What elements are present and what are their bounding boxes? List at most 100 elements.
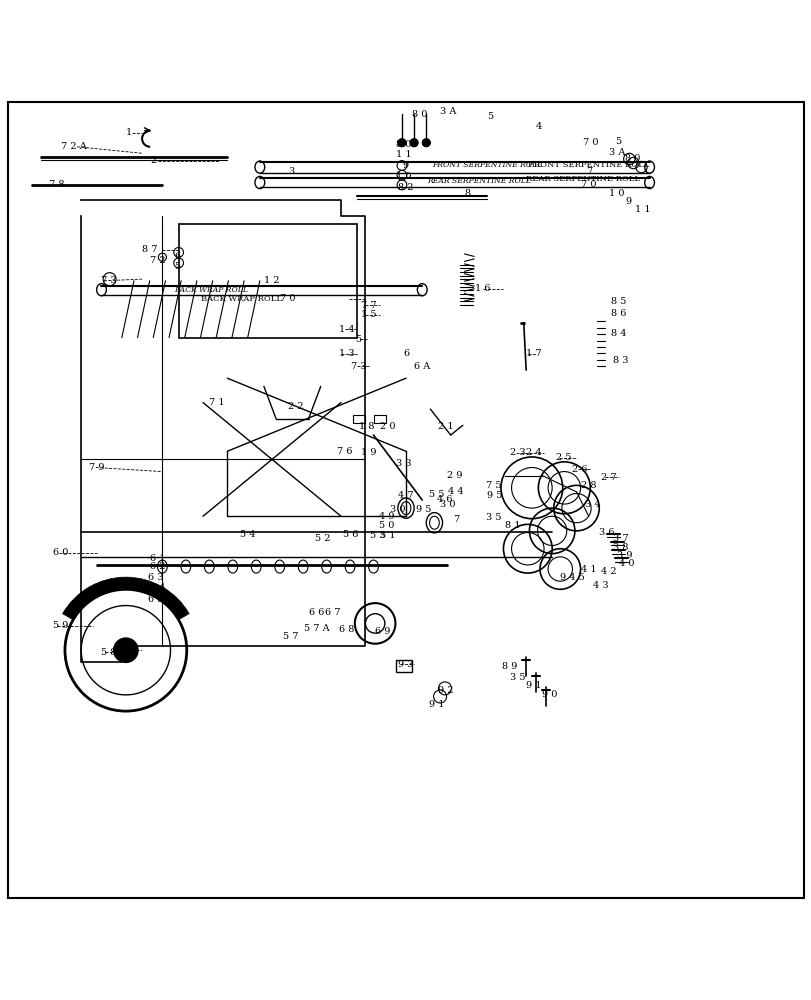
Text: 5 2: 5 2: [315, 534, 330, 543]
Text: 2 8: 2 8: [580, 481, 595, 490]
Text: 5 4: 5 4: [239, 530, 255, 539]
Text: 8 7: 8 7: [142, 245, 157, 254]
Text: 4 0: 4 0: [618, 559, 633, 568]
Text: 7 0: 7 0: [280, 294, 295, 303]
Text: 9: 9: [624, 197, 631, 206]
Text: 7 7: 7 7: [361, 301, 376, 310]
Text: 6 4: 6 4: [150, 583, 165, 592]
Text: 1 2: 1 2: [264, 276, 279, 285]
Text: 2 2: 2 2: [288, 402, 303, 411]
Text: 1 1: 1 1: [634, 205, 650, 214]
Text: FRONT SERPENTINE ROLL: FRONT SERPENTINE ROLL: [527, 161, 649, 169]
Text: 5: 5: [355, 335, 362, 344]
Text: 2 3: 2 3: [509, 448, 525, 457]
Text: 2 5: 2 5: [556, 453, 571, 462]
Text: 4 6: 4 6: [436, 495, 452, 504]
Text: REAR SERPENTINE ROLL: REAR SERPENTINE ROLL: [526, 175, 640, 183]
Text: 6 8: 6 8: [339, 625, 354, 634]
Text: 8 2: 8 2: [397, 183, 413, 192]
Text: REAR SERPENTINE ROLL: REAR SERPENTINE ROLL: [427, 177, 530, 185]
Text: 6 7: 6 7: [324, 608, 340, 617]
Text: 1 0: 1 0: [396, 172, 411, 181]
Text: 3 0: 3 0: [440, 500, 455, 509]
Text: 8 1: 8 1: [504, 521, 520, 530]
Text: 2 6: 2 6: [572, 465, 587, 474]
Text: FRONT SERPENTINE ROLL: FRONT SERPENTINE ROLL: [431, 161, 542, 169]
Text: 6 6: 6 6: [308, 608, 324, 617]
Text: 9 5: 9 5: [415, 505, 431, 514]
Text: 7 8: 7 8: [49, 180, 64, 189]
Text: 6: 6: [403, 349, 410, 358]
Bar: [373, 415, 385, 423]
Text: 7 3: 7 3: [350, 362, 366, 371]
Text: 8 4: 8 4: [610, 329, 625, 338]
Text: 3 7: 3 7: [612, 534, 628, 543]
Text: 4 3: 4 3: [592, 581, 607, 590]
Text: 1 8: 1 8: [358, 422, 374, 431]
Text: 5 1: 5 1: [380, 531, 395, 540]
Text: 1: 1: [126, 128, 132, 137]
Text: 8 9: 8 9: [501, 662, 517, 671]
Text: 7: 7: [453, 515, 459, 524]
Text: 5: 5: [174, 262, 181, 271]
Text: 1 5: 1 5: [361, 310, 376, 319]
Text: 7 0: 7 0: [582, 138, 598, 147]
Text: 2: 2: [150, 156, 157, 165]
Circle shape: [410, 139, 418, 147]
Text: 7 0: 7 0: [580, 180, 595, 189]
Text: 8 0: 8 0: [412, 110, 427, 119]
Text: 5 9: 5 9: [53, 621, 68, 630]
Text: 3 6: 3 6: [599, 528, 614, 537]
Text: 3 3: 3 3: [396, 459, 411, 468]
Text: 2 1: 2 1: [438, 422, 453, 431]
Text: 5 8: 5 8: [101, 648, 117, 657]
Text: 8 6: 8 6: [610, 309, 625, 318]
Bar: [396, 660, 412, 672]
Text: 5 3: 5 3: [370, 531, 385, 540]
Text: 6 1: 6 1: [150, 554, 165, 563]
Text: 5: 5: [487, 112, 493, 121]
Text: 7: 7: [586, 167, 592, 176]
Circle shape: [422, 139, 430, 147]
Text: 1 4: 1 4: [339, 325, 354, 334]
Text: 1 6: 1 6: [474, 284, 490, 293]
Text: 5: 5: [615, 137, 621, 146]
Text: 3 9: 3 9: [616, 551, 632, 560]
Text: 8: 8: [464, 189, 470, 198]
Text: 5 5: 5 5: [428, 490, 444, 499]
Text: 2 0: 2 0: [380, 422, 395, 431]
Text: 2 4: 2 4: [526, 448, 541, 457]
Circle shape: [114, 638, 138, 662]
Text: 2 7: 2 7: [600, 473, 616, 482]
Text: 9 1: 9 1: [526, 681, 541, 690]
Text: 3 0: 3 0: [389, 505, 405, 514]
Text: 7 1: 7 1: [209, 398, 225, 407]
Text: 8 5: 8 5: [610, 297, 625, 306]
Text: 8 0: 8 0: [624, 154, 640, 163]
Text: 7 9: 7 9: [89, 463, 105, 472]
Text: 5 7: 5 7: [282, 632, 298, 641]
Bar: [178, 224, 357, 338]
Text: 6 9: 6 9: [375, 627, 390, 636]
Text: 5 6: 5 6: [342, 530, 358, 539]
Text: 9 5: 9 5: [487, 491, 502, 500]
Text: 6 2: 6 2: [150, 562, 165, 571]
Text: 9 0: 9 0: [542, 690, 557, 699]
Text: 5 7 A: 5 7 A: [304, 624, 330, 633]
Text: 1 1: 1 1: [396, 150, 411, 159]
Text: 2 9: 2 9: [446, 471, 461, 480]
Text: 1 0: 1 0: [608, 189, 624, 198]
Text: 6 3: 6 3: [148, 573, 163, 582]
Text: 9: 9: [401, 161, 408, 170]
Text: 7 3: 7 3: [101, 276, 117, 285]
Text: 3 A: 3 A: [608, 148, 624, 157]
Text: 7 5: 7 5: [485, 481, 500, 490]
Text: 8 3: 8 3: [612, 356, 628, 365]
Text: 7 6: 7 6: [337, 447, 352, 456]
Text: BACK WRAP ROLL: BACK WRAP ROLL: [174, 286, 248, 294]
Text: 3 A: 3 A: [440, 107, 456, 116]
Text: 1 3: 1 3: [339, 349, 354, 358]
Text: 4 1: 4 1: [580, 565, 595, 574]
Text: 9 3: 9 3: [397, 660, 413, 669]
Text: 1 9: 1 9: [361, 448, 376, 457]
